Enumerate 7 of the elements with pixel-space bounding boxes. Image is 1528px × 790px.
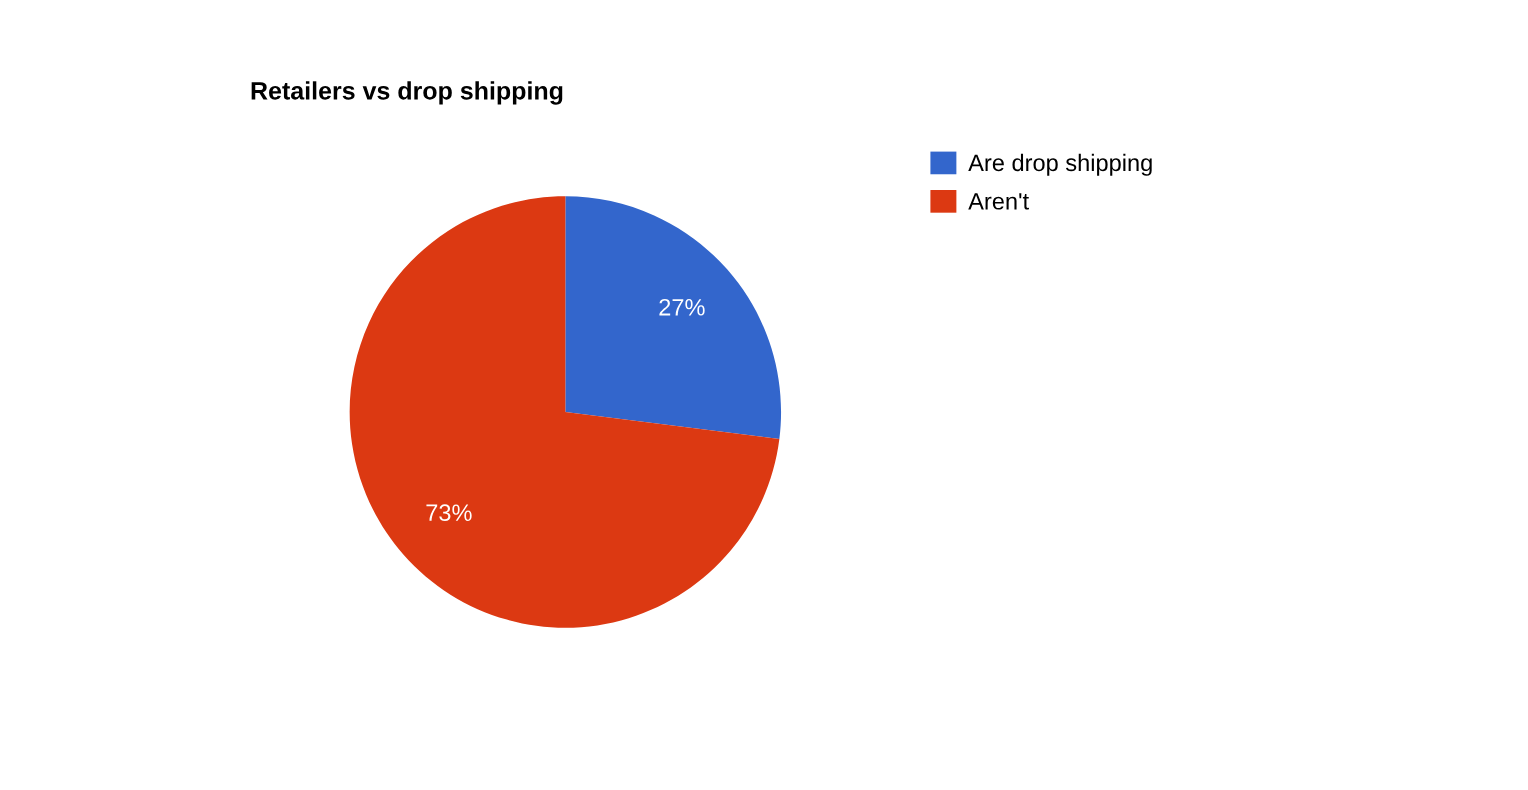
pie-slice	[349, 196, 780, 628]
data-label: 73%	[426, 504, 472, 522]
data-label: 27%	[659, 298, 705, 316]
legend-label: Aren't	[968, 193, 1029, 210]
legend-label: Are drop shipping	[968, 153, 1152, 176]
pie-slice	[565, 196, 782, 440]
chart-title: Retailers vs drop shipping	[251, 81, 563, 105]
